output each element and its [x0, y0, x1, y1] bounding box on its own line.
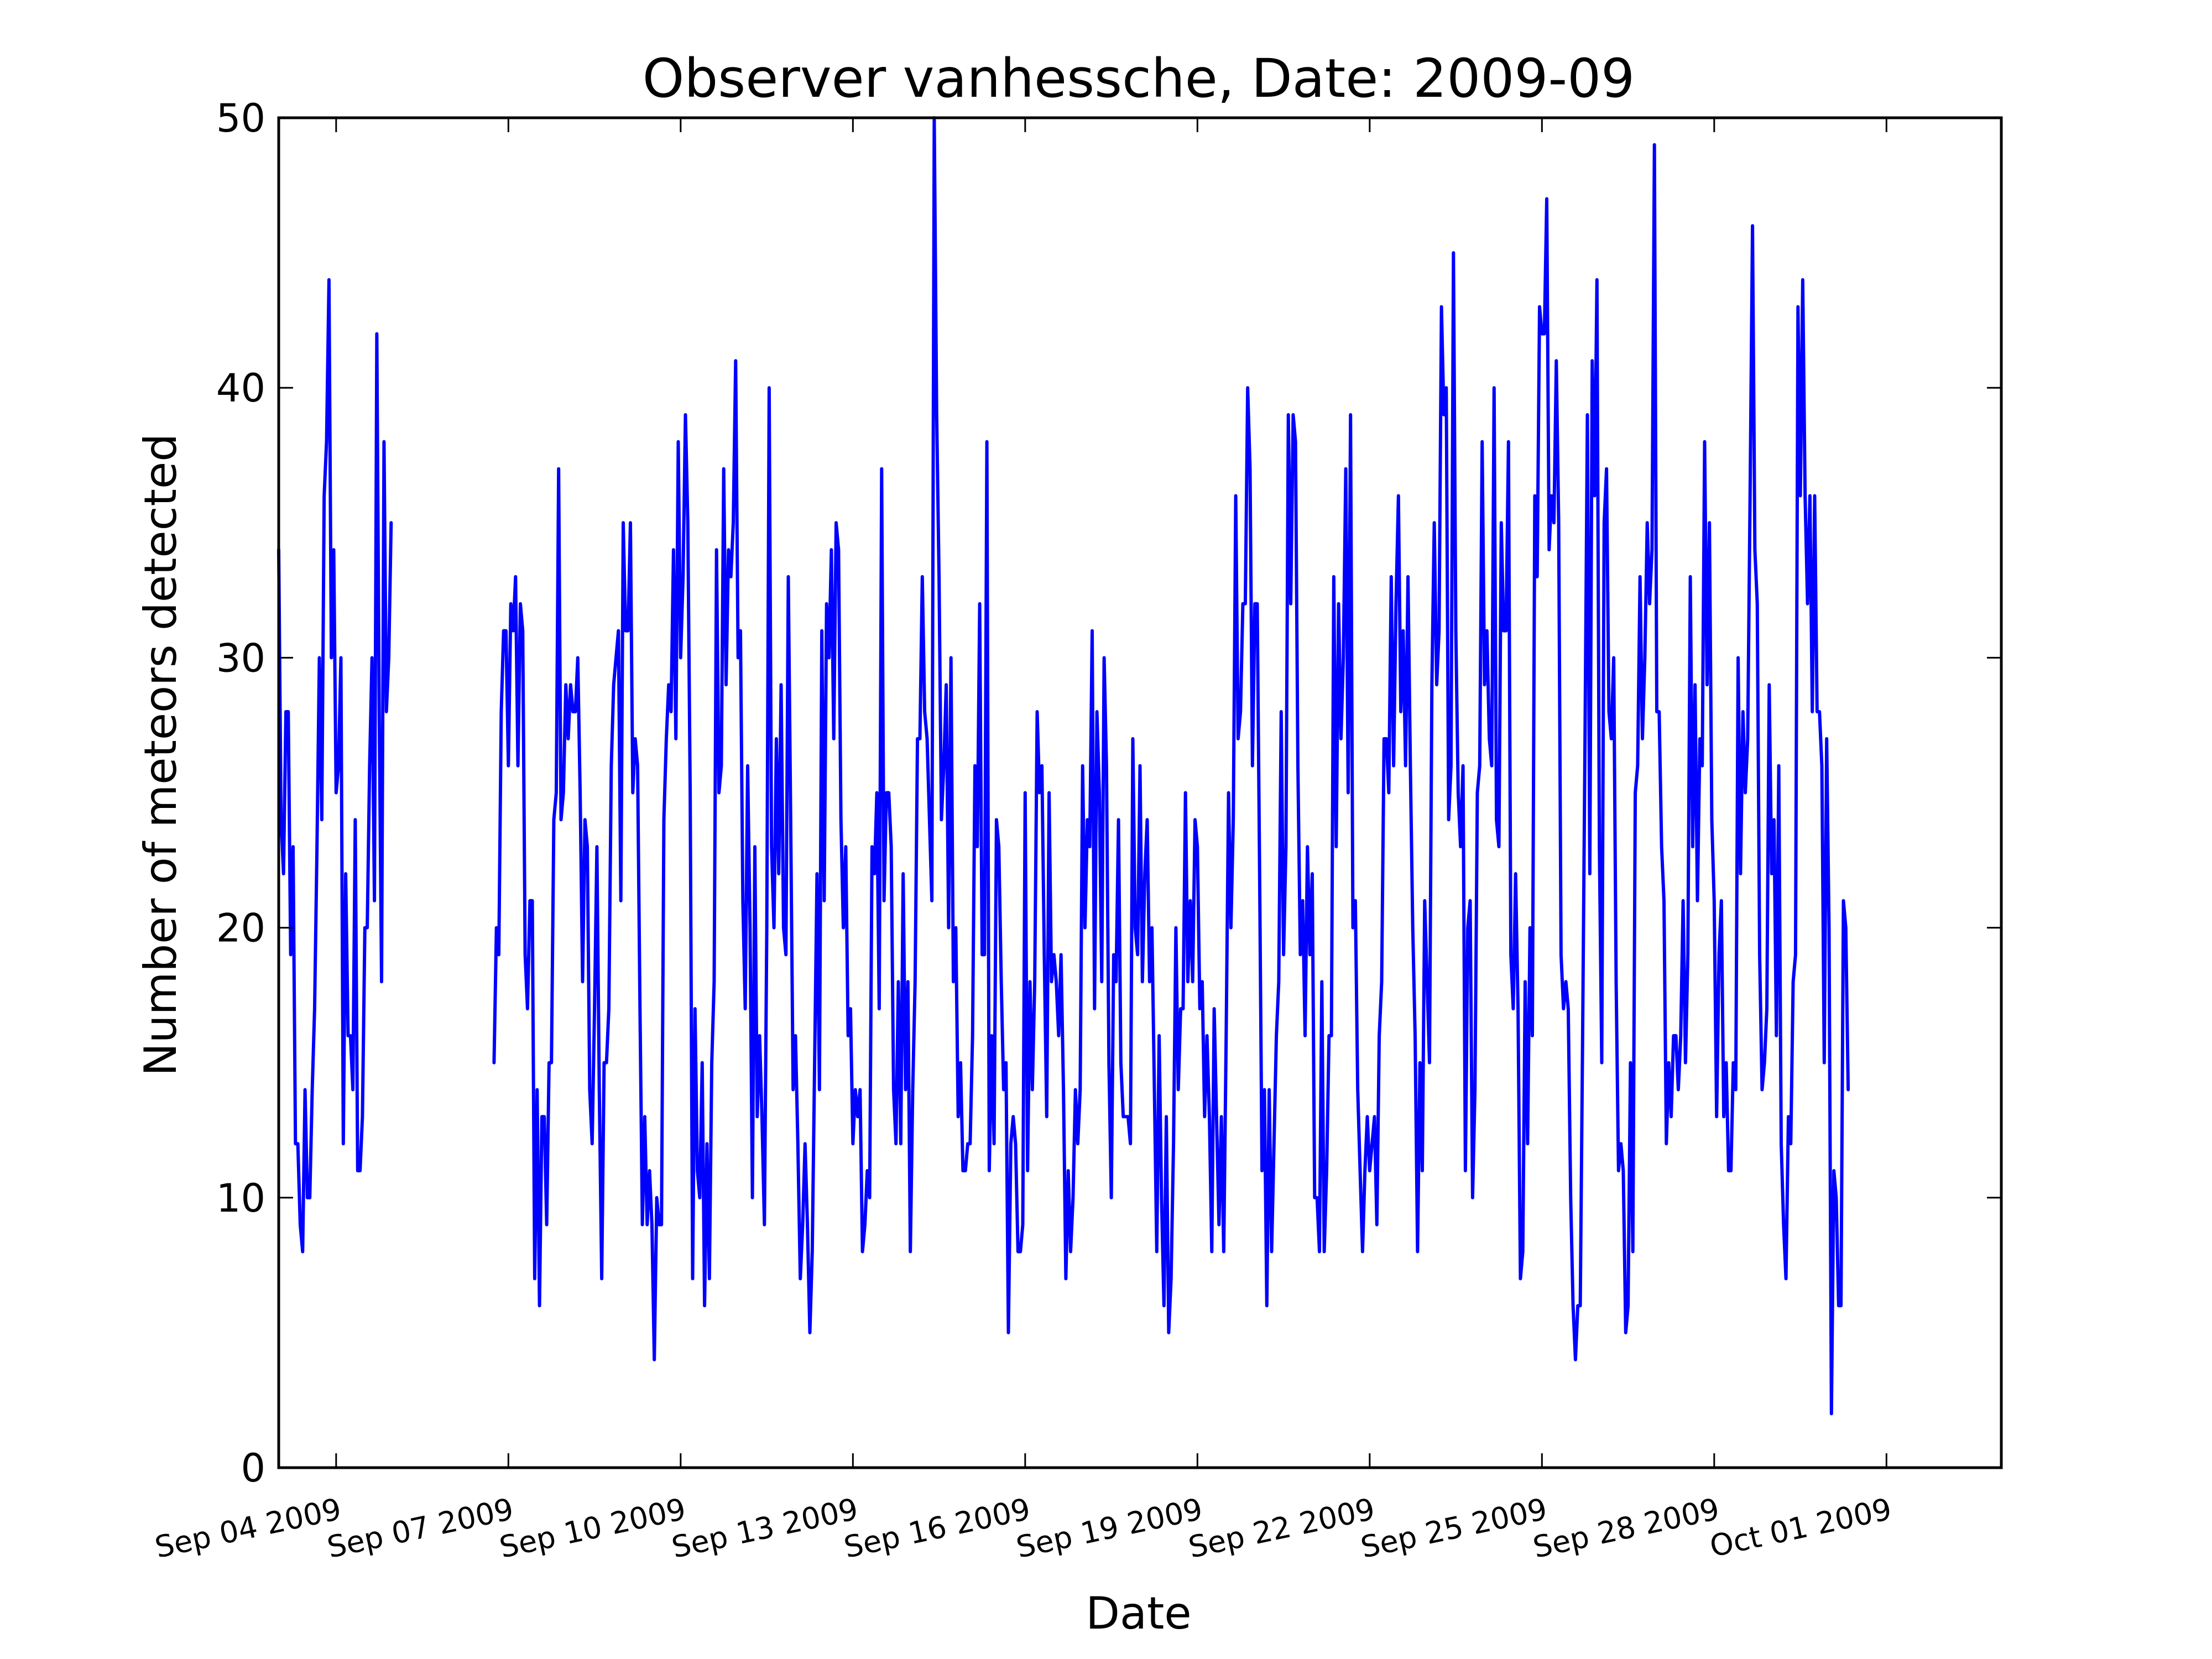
- series-line-segment-2: [492, 116, 1850, 1416]
- y-tick-label-50: 50: [216, 96, 265, 141]
- y-axis-label: Number of meteors detected: [135, 434, 186, 1076]
- y-tick-label-0: 0: [241, 1446, 265, 1491]
- y-tick-label-30: 30: [216, 635, 265, 681]
- chart-title: Observer vanhessche, Date: 2009-09: [643, 48, 1635, 109]
- series-line-segment-1: [277, 278, 393, 1254]
- data-series: [277, 116, 1850, 1416]
- x-axis-label: Date: [1086, 1588, 1191, 1639]
- plot-frame: [277, 116, 2003, 1469]
- y-tick-label-40: 40: [216, 366, 265, 411]
- y-tick-label-20: 20: [216, 906, 265, 951]
- y-tick-label-10: 10: [216, 1176, 265, 1221]
